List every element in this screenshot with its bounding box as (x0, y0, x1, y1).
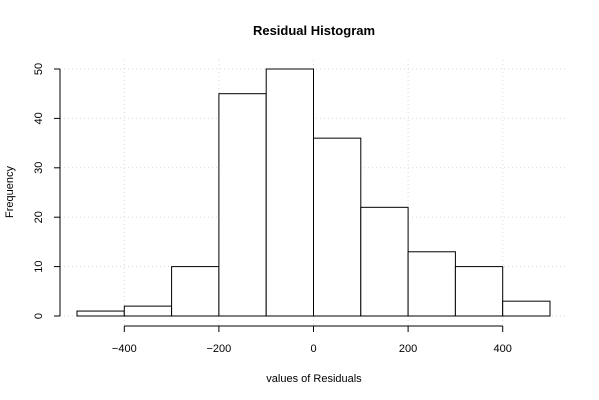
histogram-bar (171, 266, 220, 317)
y-axis-label: Frequency (4, 166, 16, 218)
y-tick-label: 20 (33, 211, 45, 223)
histogram-bar (407, 251, 456, 317)
chart-title: Residual Histogram (253, 23, 375, 38)
y-tick-label: 0 (33, 313, 45, 319)
y-tick-label: 50 (33, 63, 45, 75)
histogram-bar (502, 300, 551, 317)
x-tick-label: 400 (494, 343, 512, 355)
x-tick-label: −200 (207, 343, 232, 355)
bars (76, 68, 551, 317)
y-tick-label: 40 (33, 112, 45, 124)
histogram-bar (454, 266, 504, 317)
y-tick-label: 30 (33, 162, 45, 174)
y-tick-label: 10 (33, 260, 45, 272)
x-axis-label: values of Residuals (266, 373, 362, 385)
axes: −400 −200 0 200 400 0 10 20 30 40 50 (33, 63, 512, 355)
x-tick-label: −400 (112, 343, 137, 355)
histogram-bar (360, 206, 409, 317)
histogram-bar (218, 93, 267, 317)
histogram-bar (76, 310, 125, 317)
histogram-bar (123, 305, 173, 317)
x-tick-label: 200 (399, 343, 417, 355)
x-tick-label: 0 (310, 343, 316, 355)
histogram-bar (313, 137, 362, 317)
histogram-bar (265, 68, 315, 317)
